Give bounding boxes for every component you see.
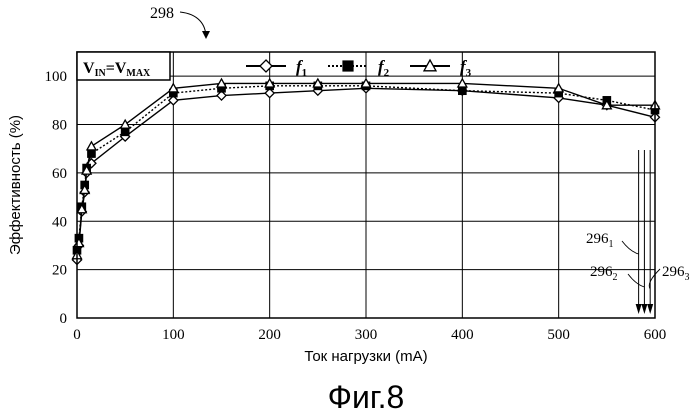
x-tick-label: 600	[644, 327, 667, 343]
callout-leader	[622, 241, 639, 254]
condition-box: VIN=VMAX	[77, 52, 170, 80]
callout-label: 2963	[662, 264, 690, 283]
legend-marker	[343, 61, 353, 71]
callouts: 2961 2962 2963	[586, 150, 690, 314]
figure-caption: Фиг.8	[328, 379, 405, 415]
x-tick-label: 300	[355, 327, 378, 343]
x-tick-label: 200	[258, 327, 281, 343]
x-tick-label: 400	[451, 327, 474, 343]
legend-label: f1	[296, 57, 307, 79]
y-tick-label: 100	[45, 69, 68, 85]
callout-296-3: 2963	[647, 150, 689, 314]
callout-arrowhead	[636, 304, 642, 314]
legend-label: f2	[378, 57, 390, 79]
x-tick-label: 0	[73, 327, 81, 343]
x-axis-label: Ток нагрузки (mA)	[304, 348, 427, 365]
x-tick-label: 100	[162, 327, 185, 343]
callout-label: 2961	[586, 231, 614, 250]
callout-leader	[628, 274, 644, 287]
callout-label: 2962	[590, 264, 618, 283]
callout-296-1: 2961	[586, 150, 642, 314]
x-axis-ticks: 0 100 200 300 400 500 600	[73, 327, 666, 343]
callout-arrowhead	[647, 304, 653, 314]
figure-number: 298	[150, 5, 174, 22]
data-point	[87, 142, 96, 150]
data-point	[121, 128, 129, 136]
y-tick-label: 20	[52, 263, 67, 279]
x-tick-label: 500	[547, 327, 570, 343]
callout-arrowhead	[641, 304, 647, 314]
y-tick-label: 60	[52, 166, 67, 182]
y-tick-label: 0	[60, 311, 68, 327]
legend-marker	[260, 60, 272, 72]
y-axis-label: Эффективность (%)	[7, 115, 24, 255]
figure-number-arrow	[180, 12, 206, 38]
data-point	[459, 87, 467, 95]
y-tick-label: 40	[52, 214, 67, 230]
legend-label: f3	[460, 57, 472, 79]
y-axis-ticks: 0 20 40 60 80 100	[45, 69, 68, 327]
y-tick-label: 80	[52, 118, 67, 134]
